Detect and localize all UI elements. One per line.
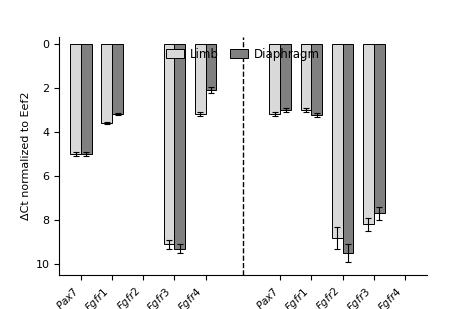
- Bar: [81, 44, 92, 154]
- Bar: [195, 44, 206, 114]
- Bar: [164, 44, 174, 244]
- Bar: [280, 44, 291, 110]
- Bar: [269, 44, 280, 114]
- Bar: [70, 44, 81, 154]
- Bar: [311, 44, 322, 115]
- Bar: [101, 44, 112, 123]
- Bar: [363, 44, 374, 224]
- Bar: [112, 44, 123, 114]
- Bar: [332, 44, 343, 238]
- Y-axis label: ΔCt normalized to Eef2: ΔCt normalized to Eef2: [21, 92, 31, 220]
- Legend: Limb, Diaphragm: Limb, Diaphragm: [161, 43, 325, 66]
- Bar: [174, 44, 185, 248]
- Bar: [374, 44, 384, 213]
- Bar: [206, 44, 217, 90]
- Bar: [301, 44, 311, 110]
- Bar: [343, 44, 354, 253]
